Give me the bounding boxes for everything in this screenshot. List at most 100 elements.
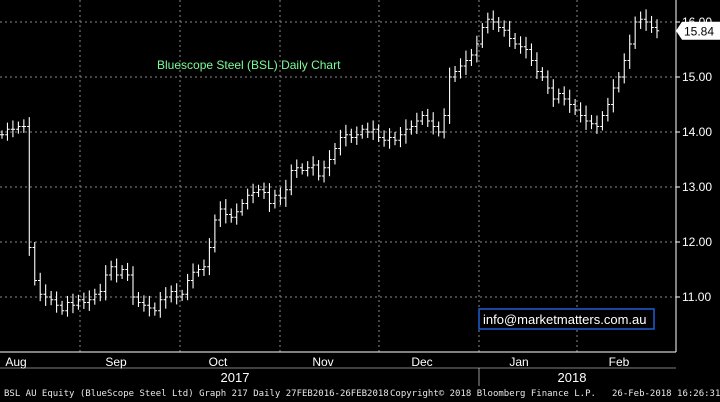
ohlc-bar bbox=[43, 284, 48, 306]
contact-annotation: info@marketmatters.com.au bbox=[478, 308, 655, 330]
ohlc-bar bbox=[545, 70, 551, 94]
ohlc-bar bbox=[507, 20, 512, 47]
y-tick-label: 13.00 bbox=[682, 180, 712, 194]
ohlc-bar bbox=[594, 115, 600, 134]
ohlc-bar bbox=[365, 122, 370, 138]
ohlc-bar bbox=[654, 19, 660, 39]
ohlc-bar bbox=[70, 293, 76, 314]
ohlc-bar bbox=[469, 48, 474, 66]
ohlc-bar bbox=[218, 201, 223, 227]
ohlc-bar bbox=[452, 66, 458, 82]
ohlc-bar bbox=[212, 214, 218, 253]
chart-title: Bluescope Steel (BSL) Daily Chart bbox=[157, 58, 341, 72]
ohlc-bar bbox=[179, 289, 185, 301]
x-tick-label: Aug bbox=[5, 355, 26, 369]
ohlc-bar bbox=[316, 160, 321, 181]
ohlc-bar bbox=[354, 126, 359, 145]
ohlc-bar bbox=[103, 265, 108, 301]
ohlc-bar bbox=[223, 199, 228, 224]
ohlc-bar bbox=[512, 33, 518, 49]
ohlc-bar bbox=[392, 132, 398, 146]
ohlc-bar bbox=[5, 122, 10, 141]
x-tick-label: Dec bbox=[411, 355, 432, 369]
ohlc-bar bbox=[572, 99, 578, 115]
ohlc-bar bbox=[425, 108, 430, 127]
y-tick-label: 11.00 bbox=[682, 290, 711, 304]
ohlc-bar bbox=[310, 156, 316, 176]
ohlc-bar bbox=[201, 259, 207, 276]
ohlc-bar bbox=[239, 199, 245, 216]
ohlc-bar bbox=[611, 79, 616, 113]
ohlc-bar bbox=[207, 238, 212, 276]
ohlc-bar bbox=[523, 36, 529, 59]
ohlc-bar bbox=[447, 67, 452, 124]
ohlc-bar bbox=[431, 112, 436, 135]
ohlc-bar bbox=[54, 291, 59, 313]
ohlc-bar bbox=[491, 10, 496, 30]
ohlc-bar bbox=[250, 183, 256, 204]
ohlc-bar bbox=[485, 12, 490, 34]
ohlc-bar bbox=[76, 294, 81, 310]
footer-timestamp: 26-Feb-2018 16:26:31 bbox=[612, 389, 720, 399]
ohlc-bar bbox=[540, 67, 545, 81]
ohlc-bar bbox=[501, 20, 507, 37]
ohlc-bar bbox=[158, 292, 163, 318]
ohlc-bar bbox=[125, 262, 130, 281]
ohlc-bar bbox=[627, 34, 632, 69]
ohlc-bar bbox=[234, 203, 239, 225]
last-price-value: 15.84 bbox=[684, 24, 714, 38]
ohlc-bar bbox=[643, 9, 649, 31]
ohlc-bar bbox=[136, 292, 141, 307]
ohlc-bar bbox=[21, 119, 27, 133]
ohlc-bar bbox=[16, 121, 21, 134]
ohlc-bar bbox=[289, 164, 294, 196]
ohlc-bar bbox=[321, 160, 327, 183]
ohlc-bar bbox=[387, 128, 392, 149]
ohlc-bar bbox=[376, 124, 381, 142]
ohlc-bar bbox=[474, 35, 480, 63]
ohlc-bar bbox=[567, 89, 572, 113]
ohlc-bar bbox=[174, 283, 179, 305]
ohlc-bar bbox=[152, 302, 158, 316]
ohlc-bar bbox=[32, 242, 37, 286]
ohlc-bar bbox=[108, 260, 114, 281]
ohlc-bar bbox=[59, 300, 65, 315]
ohlc-bar bbox=[616, 72, 621, 93]
ohlc-bar bbox=[338, 129, 343, 156]
year-label: 2017 bbox=[221, 370, 250, 385]
ohlc-bar bbox=[441, 108, 447, 139]
ohlc-bar bbox=[529, 43, 534, 66]
ohlc-bar bbox=[48, 290, 54, 306]
ohlc-bar bbox=[261, 182, 267, 199]
ohlc-bar bbox=[414, 112, 420, 134]
ohlc-bar bbox=[370, 120, 376, 140]
x-tick-label: Sep bbox=[105, 355, 127, 369]
footer-copyright: Copyright© 2018 Bloomberg Finance L.P. bbox=[390, 389, 596, 399]
ohlc-bar bbox=[589, 114, 594, 130]
ohlc-bar bbox=[119, 265, 125, 279]
ohlc-bar bbox=[622, 53, 627, 84]
ohlc-bar bbox=[65, 295, 70, 317]
ohlc-bar bbox=[649, 15, 654, 33]
ohlc-bar bbox=[463, 50, 469, 75]
footer-security: BSL AU Equity (BlueScope Steel Ltd) Grap… bbox=[4, 389, 389, 399]
grid bbox=[0, 0, 676, 352]
ohlc-bar bbox=[185, 273, 190, 301]
plot-background bbox=[0, 0, 676, 352]
ohlc-bar bbox=[480, 23, 485, 48]
ohlc-bar bbox=[294, 159, 299, 178]
ohlc-bar bbox=[163, 287, 168, 309]
ohlc-bar bbox=[327, 150, 332, 177]
ohlc-bar bbox=[349, 128, 354, 143]
ohlc-bar bbox=[409, 120, 414, 135]
ohlc-bar bbox=[305, 161, 310, 177]
ohlc-bar bbox=[0, 130, 5, 139]
ohlc-bar bbox=[300, 163, 305, 175]
x-tick-label: Nov bbox=[312, 355, 333, 369]
annotation-text: info@marketmatters.com.au bbox=[483, 312, 646, 327]
y-tick-label: 14.00 bbox=[682, 125, 712, 139]
ohlc-bar bbox=[578, 102, 583, 123]
ohlc-bar bbox=[343, 124, 349, 147]
x-tick-label: Feb bbox=[609, 355, 630, 369]
